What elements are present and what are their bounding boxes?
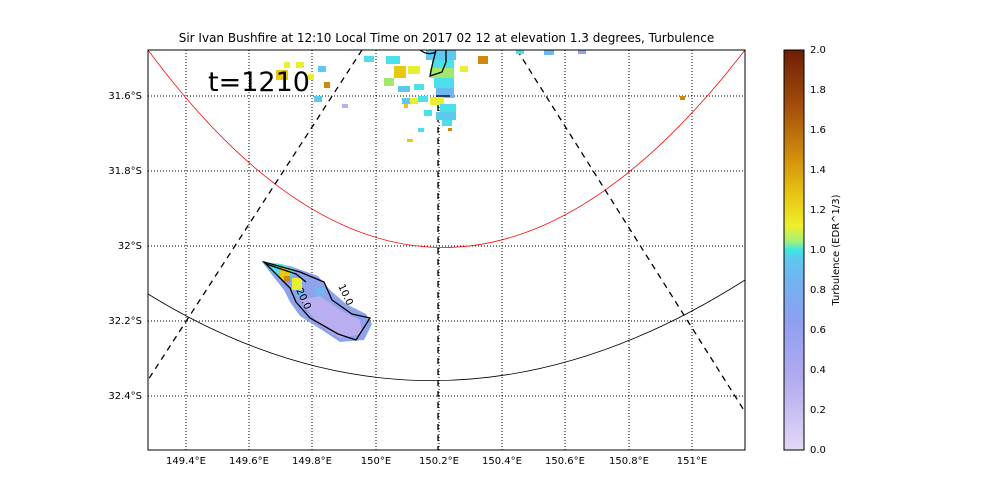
colorbar-tick: 1.2 xyxy=(810,205,826,216)
colorbar-tick: 0.0 xyxy=(810,445,826,456)
lon-tick: 150°E xyxy=(361,456,391,467)
colorbar-label: Turbulence (EDR^1/3) xyxy=(831,194,842,306)
colorbar-tick: 1.4 xyxy=(810,165,826,176)
graticule xyxy=(148,50,745,450)
range-ring-red xyxy=(148,50,745,248)
time-label: t=1210 xyxy=(208,67,310,98)
lon-tick: 150.6°E xyxy=(545,456,585,467)
range-ring-black xyxy=(148,279,745,381)
lat-tick: 32.4°S xyxy=(108,391,142,402)
latitude-ticks: 31.6°S 31.8°S 32°S 32.2°S 32.4°S xyxy=(108,91,142,402)
map-frame xyxy=(147,49,746,451)
lon-tick: 149.4°E xyxy=(166,456,206,467)
colorbar-tick: 1.8 xyxy=(810,85,826,96)
colorbar-ticks: 0.0 0.2 0.4 0.6 0.8 1.0 1.2 1.4 1.6 1.8 … xyxy=(810,45,826,456)
lat-tick: 31.6°S xyxy=(108,91,142,102)
lon-tick: 150.4°E xyxy=(482,456,522,467)
colorbar-tick: 2.0 xyxy=(810,45,826,56)
lon-tick: 149.6°E xyxy=(229,456,269,467)
lat-tick: 31.8°S xyxy=(108,166,142,177)
lat-tick: 32.2°S xyxy=(108,316,142,327)
lon-tick: 150.2°E xyxy=(419,456,459,467)
colorbar-tick: 1.6 xyxy=(810,125,826,136)
chart-title: Sir Ivan Bushfire at 12:10 Local Time on… xyxy=(178,31,715,45)
longitude-ticks: 149.4°E 149.6°E 149.8°E 150°E 150.2°E 15… xyxy=(166,456,707,467)
colorbar-tick: 1.0 xyxy=(810,245,826,256)
colorbar-tick: 0.8 xyxy=(810,285,826,296)
colorbar-tick: 0.4 xyxy=(810,365,826,376)
lon-tick: 149.8°E xyxy=(292,456,332,467)
echo-cluster-bushfire xyxy=(261,260,372,342)
lat-tick: 32°S xyxy=(118,241,142,252)
colorbar-tick: 0.6 xyxy=(810,325,826,336)
echo-cluster-north xyxy=(276,50,685,142)
radar-radial-top-right xyxy=(732,50,734,51)
lon-tick: 150.8°E xyxy=(609,456,649,467)
lon-tick: 151°E xyxy=(677,456,707,467)
colorbar-tick: 0.2 xyxy=(810,405,826,416)
colorbar xyxy=(783,49,805,451)
